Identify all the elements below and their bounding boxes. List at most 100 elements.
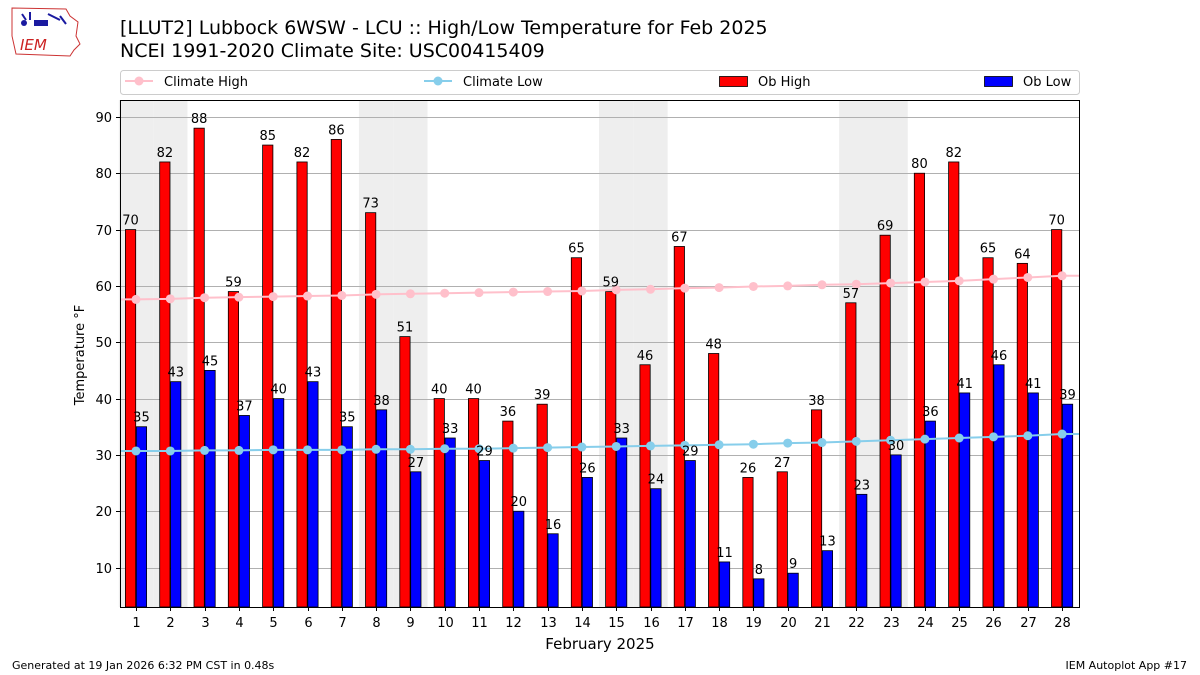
legend: Climate High Climate Low Ob High Ob Low (120, 70, 1080, 95)
climate-low-point-20 (783, 438, 793, 448)
ob-high-label-26: 65 (980, 242, 997, 257)
ob-high-bar-5 (262, 144, 274, 608)
ob-high-bar-6 (296, 161, 308, 608)
climate-high-point-18 (714, 283, 724, 293)
ob-low-label-8: 38 (373, 394, 390, 409)
x-tick-label-3: 3 (201, 616, 209, 631)
plot-frame (120, 100, 1080, 608)
legend-item-ob-low: Ob Low (984, 75, 1072, 90)
ob-high-bar-22 (845, 302, 857, 608)
ob-low-label-25: 41 (956, 377, 973, 392)
ob-high-label-9: 51 (397, 321, 414, 336)
x-tick-label-15: 15 (608, 616, 625, 631)
x-tick-label-21: 21 (814, 616, 831, 631)
climate-high-point-25 (954, 276, 964, 286)
climate-lines (120, 271, 1079, 456)
ob-low-label-7: 35 (339, 411, 356, 426)
ob-high-label-6: 82 (294, 146, 311, 161)
legend-item-ob-high: Ob High (719, 75, 811, 90)
x-tick-label-20: 20 (780, 616, 797, 631)
x-tick-label-26: 26 (985, 616, 1002, 631)
climate-low-point-8 (371, 444, 381, 454)
ob-low-bar-17 (684, 460, 696, 608)
ob-high-label-10: 40 (431, 383, 448, 398)
ob-high-label-24: 80 (911, 157, 928, 172)
climate-low-point-4 (234, 445, 244, 455)
ob-low-label-14: 26 (579, 461, 596, 476)
ob-high-label-12: 36 (500, 405, 517, 420)
ob-low-bar-19 (753, 578, 765, 608)
ob-low-label-4: 37 (236, 399, 253, 414)
ob-low-label-24: 36 (922, 405, 939, 420)
ob-high-bar-11 (467, 398, 480, 608)
x-tick-label-12: 12 (505, 616, 522, 631)
climate-high-point-13 (543, 287, 553, 297)
iem-logo: IEM (11, 7, 81, 57)
ob-low-label-20: 9 (789, 557, 797, 572)
x-tick-label-2: 2 (166, 616, 174, 631)
legend-item-climate-low: Climate Low (424, 75, 543, 90)
ob-low-bar-9 (410, 471, 422, 608)
x-tick-label-24: 24 (917, 616, 934, 631)
climate-low-point-23 (886, 435, 896, 445)
x-axis-label: February 2025 (545, 635, 654, 653)
y-axis-label: Temperature °F (73, 305, 88, 406)
climate-low-point-9 (405, 444, 415, 454)
climate-high-point-9 (405, 289, 415, 299)
ob-low-label-15: 33 (613, 422, 630, 437)
logo-text: IEM (20, 36, 47, 54)
ob-low-bar-21 (821, 550, 833, 608)
climate-low-point-26 (989, 432, 998, 442)
ob-high-bar-7 (330, 139, 342, 608)
climate-high-point-22 (851, 279, 861, 289)
y-tick-label-20: 20 (95, 505, 112, 520)
x-tick-label-19: 19 (745, 616, 762, 631)
ob-high-label-15: 59 (602, 276, 619, 291)
ob-low-bar-22 (856, 493, 868, 608)
climate-low-point-19 (748, 439, 758, 449)
climate-high-point-1 (131, 294, 141, 304)
ob-low-label-1: 35 (133, 411, 150, 426)
ob-low-label-22: 23 (853, 478, 870, 493)
climate-high-point-7 (337, 290, 347, 300)
ob-high-bar-2 (159, 161, 171, 608)
climate-low-point-15 (611, 441, 621, 451)
ob-high-bar-19 (742, 477, 754, 608)
y-tick-label-50: 50 (95, 336, 112, 351)
x-tick-label-16: 16 (643, 616, 660, 631)
climate-high-point-11 (474, 288, 484, 298)
climate-low-point-1 (131, 446, 141, 456)
climate-high-point-20 (783, 281, 793, 291)
ob-high-label-18: 48 (705, 338, 722, 353)
climate-low-point-7 (337, 445, 347, 455)
ob-high-label-8: 73 (362, 197, 379, 212)
legend-label-climate-high: Climate High (164, 75, 248, 90)
y-tick-label-90: 90 (95, 111, 112, 126)
ob-low-bar-25 (959, 392, 971, 608)
climate-high-point-21 (817, 280, 827, 290)
ob-low-bar-5 (273, 398, 285, 608)
ob-low-label-2: 43 (167, 366, 184, 381)
ob-high-label-14: 65 (568, 242, 585, 257)
ob-high-bar-24 (913, 172, 925, 608)
x-tick-label-22: 22 (848, 616, 865, 631)
x-tick-label-17: 17 (677, 616, 694, 631)
ob-low-label-17: 29 (682, 445, 699, 460)
ob-high-label-28: 70 (1048, 214, 1065, 229)
climate-high-point-19 (748, 281, 758, 291)
ob-low-bar-27 (1027, 392, 1039, 608)
ob-low-label-6: 43 (305, 366, 322, 381)
legend-label-ob-high: Ob High (758, 75, 811, 90)
x-tick-label-23: 23 (883, 616, 900, 631)
ob-high-bar-14 (570, 257, 582, 608)
x-tick-label-7: 7 (338, 616, 346, 631)
x-tick-label-8: 8 (372, 616, 380, 631)
ob-high-label-17: 67 (671, 230, 688, 245)
climate-low-point-16 (646, 441, 655, 451)
climate-high-point-6 (303, 291, 312, 301)
ob-high-label-13: 39 (534, 388, 551, 403)
climate-high-point-27 (1023, 272, 1033, 282)
ob-low-label-23: 30 (888, 439, 905, 454)
ob-low-bar-15 (616, 437, 628, 608)
